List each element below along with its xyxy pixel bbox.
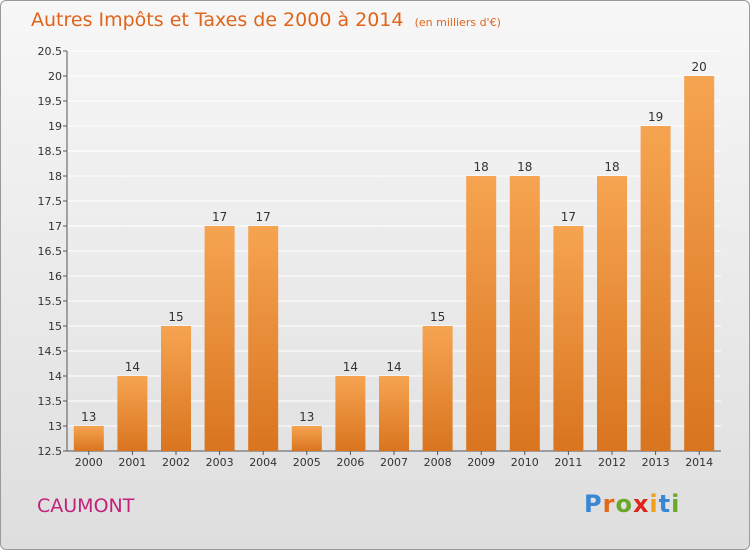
logo-letter: i	[649, 490, 659, 518]
logo-letter: o	[615, 490, 633, 518]
y-tick-label: 19.5	[38, 95, 63, 108]
data-label: 13	[299, 410, 314, 424]
data-labels: 13 14 15 17 17 13 14 14 15 18 18 17 18 19 20	[81, 60, 707, 424]
data-label: 18	[604, 160, 619, 174]
bar-2014[interactable]	[684, 76, 715, 451]
x-tick-label: 2002	[162, 456, 190, 469]
logo-letter: P	[584, 490, 603, 518]
y-tick-label: 17.5	[38, 195, 63, 208]
data-label: 20	[692, 60, 707, 74]
data-label: 14	[125, 360, 140, 374]
data-label: 14	[343, 360, 358, 374]
y-tick-label: 18	[48, 170, 62, 183]
x-tick-label: 2014	[685, 456, 713, 469]
chart-title-text: Autres Impôts et Taxes de 2000 à 2014	[31, 9, 404, 31]
y-tick-label: 16.5	[38, 245, 63, 258]
x-tick-label: 2009	[467, 456, 495, 469]
x-tick-label: 2004	[249, 456, 277, 469]
x-tick-labels: 2000 2001 2002 2003 2004 2005 2006 2007 2008 2009…	[75, 456, 713, 469]
logo-letter: r	[602, 490, 616, 518]
bar-2005[interactable]	[291, 426, 322, 451]
y-tick-label: 18.5	[38, 145, 63, 158]
logo-letter: i	[671, 490, 681, 518]
chart-title: Autres Impôts et Taxes de 2000 à 2014 (e…	[31, 9, 501, 31]
bar-2012[interactable]	[597, 176, 627, 451]
x-tick-label: 2006	[336, 456, 364, 469]
bar-2001[interactable]	[117, 376, 148, 451]
x-tick-label: 2000	[75, 456, 103, 469]
bar-2004[interactable]	[248, 226, 279, 451]
proxiti-logo[interactable]: Proxiti	[584, 490, 680, 518]
bar-2008[interactable]	[422, 326, 453, 451]
x-tick-label: 2005	[293, 456, 321, 469]
y-tick-label: 15.5	[38, 295, 63, 308]
y-tick-label: 15	[48, 320, 62, 333]
bar-2009[interactable]	[466, 176, 497, 451]
y-tick-label: 17	[48, 220, 62, 233]
data-label: 17	[256, 210, 271, 224]
bar-2011[interactable]	[553, 226, 584, 451]
data-label: 15	[430, 310, 445, 324]
bar-2006[interactable]	[335, 376, 366, 451]
x-tick-label: 2008	[424, 456, 452, 469]
y-tick-label: 14.5	[38, 345, 63, 358]
data-label: 17	[212, 210, 227, 224]
logo-letter: x	[632, 490, 650, 518]
y-tick-label: 12.5	[38, 445, 63, 458]
place-name: CAUMONT	[37, 495, 135, 517]
y-tick-label: 13.5	[38, 395, 63, 408]
bars	[73, 76, 715, 451]
data-label: 18	[474, 160, 489, 174]
y-tick-label: 19	[48, 120, 62, 133]
bar-2003[interactable]	[204, 226, 235, 451]
x-tick-label: 2010	[511, 456, 539, 469]
data-label: 13	[81, 410, 96, 424]
x-tick-label: 2011	[554, 456, 582, 469]
data-label: 18	[517, 160, 532, 174]
bar-2007[interactable]	[379, 376, 409, 451]
y-tick-label: 13	[48, 420, 62, 433]
x-tick-label: 2007	[380, 456, 408, 469]
bar-2002[interactable]	[161, 326, 191, 451]
y-tick-label: 16	[48, 270, 62, 283]
data-label: 17	[561, 210, 576, 224]
x-tick-label: 2001	[118, 456, 146, 469]
x-tick-label: 2013	[642, 456, 670, 469]
y-tick-label: 20.5	[38, 45, 63, 58]
bar-2000[interactable]	[73, 426, 104, 451]
y-tick-labels: 12.5 13 13.5 14 14.5 15 15.5 16 16.5 17 17.5 18 18.5…	[38, 45, 63, 458]
bar-2013[interactable]	[640, 126, 671, 451]
y-tick-label: 14	[48, 370, 62, 383]
bar-2010[interactable]	[509, 176, 540, 451]
x-tick-label: 2003	[206, 456, 234, 469]
data-label: 15	[168, 310, 183, 324]
logo-letter: t	[658, 490, 672, 518]
data-label: 19	[648, 110, 663, 124]
data-label: 14	[386, 360, 401, 374]
x-tick-label: 2012	[598, 456, 626, 469]
y-tick-label: 20	[48, 70, 62, 83]
unit-note: (en milliers d'€)	[414, 16, 501, 29]
